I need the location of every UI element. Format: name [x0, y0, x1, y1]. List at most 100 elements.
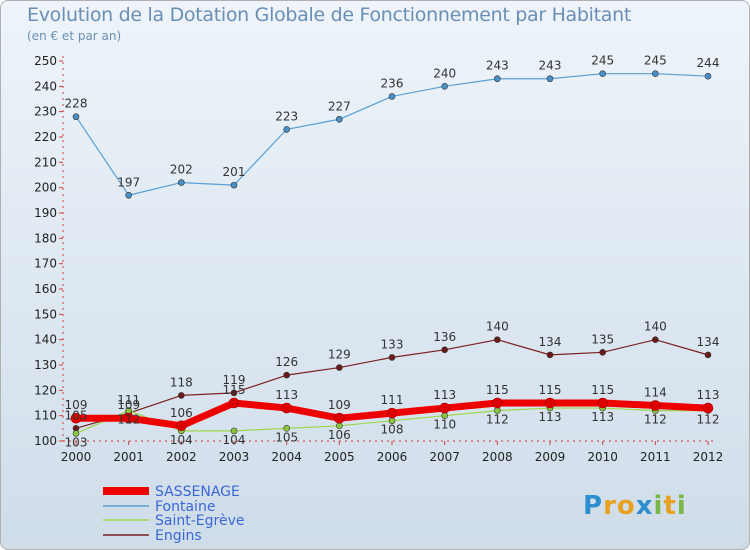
data-point	[386, 407, 398, 419]
data-label: 115	[539, 383, 562, 397]
data-label: 111	[117, 393, 140, 407]
x-tick-label: 2012	[693, 450, 724, 464]
data-point	[441, 83, 448, 90]
data-label: 129	[328, 348, 351, 362]
data-label: 105	[275, 430, 298, 444]
data-point	[123, 412, 134, 424]
data-point	[544, 397, 556, 409]
data-label: 243	[539, 59, 562, 73]
data-point	[230, 389, 238, 397]
x-tick-label: 2000	[61, 450, 92, 464]
logo-letter: i	[676, 491, 687, 521]
data-label: 202	[170, 163, 193, 177]
data-label: 105	[65, 408, 88, 422]
data-point	[70, 412, 82, 424]
data-point	[336, 115, 343, 123]
logo-letter: i	[653, 491, 664, 521]
data-label: 243	[486, 59, 509, 73]
x-tick-label: 2001	[113, 450, 144, 464]
data-label: 104	[170, 433, 193, 447]
data-point	[125, 191, 132, 199]
data-label: 111	[381, 393, 404, 407]
x-tick-label: 2009	[535, 450, 566, 464]
data-label: 109	[117, 398, 140, 412]
data-point	[283, 425, 290, 432]
x-tick-label: 2002	[166, 450, 197, 464]
data-label: 110	[433, 418, 456, 432]
data-point	[228, 397, 240, 409]
data-label: 236	[381, 76, 404, 90]
legend-label: Fontaine	[155, 499, 215, 515]
data-label: 113	[697, 388, 720, 402]
y-tick-label: 110	[34, 409, 57, 423]
y-tick-label: 210	[34, 155, 57, 169]
x-tick-label: 2010	[587, 450, 618, 464]
data-point	[652, 336, 659, 343]
data-point	[494, 336, 501, 343]
data-point	[704, 72, 712, 80]
data-point	[441, 346, 448, 354]
data-point	[599, 349, 606, 356]
x-tick-label: 2005	[324, 450, 355, 464]
data-point	[650, 400, 661, 411]
y-tick-label: 180	[34, 231, 57, 245]
y-tick-label: 190	[34, 206, 57, 220]
data-point	[599, 70, 606, 77]
y-tick-label: 230	[34, 105, 57, 119]
data-label: 228	[65, 97, 88, 111]
y-tick-label: 160	[34, 282, 57, 296]
data-label: 112	[697, 413, 720, 427]
data-label: 244	[697, 56, 720, 70]
data-point	[72, 113, 80, 121]
data-label: 134	[539, 335, 562, 349]
data-label: 245	[644, 54, 667, 68]
data-point	[388, 93, 396, 100]
data-label: 103	[65, 435, 88, 449]
logo-letter: P	[583, 491, 604, 521]
data-point	[283, 371, 290, 379]
y-tick-label: 250	[34, 54, 57, 68]
x-tick-label: 2004	[271, 450, 302, 464]
data-label: 240	[433, 66, 456, 80]
data-label: 112	[117, 413, 140, 427]
data-point	[388, 354, 396, 361]
y-tick-label: 130	[34, 358, 57, 372]
data-label: 115	[223, 383, 246, 397]
data-point	[230, 181, 238, 189]
proxiti-logo: Proxiti	[583, 491, 687, 521]
data-label: 113	[275, 388, 298, 402]
legend-label: Engins	[155, 528, 202, 544]
data-label: 115	[486, 383, 509, 397]
data-label: 135	[591, 332, 614, 346]
data-point	[178, 179, 185, 186]
series-line-fontaine	[75, 73, 709, 196]
logo-letter: t	[663, 491, 677, 521]
data-point	[546, 351, 554, 359]
data-label: 106	[170, 406, 193, 420]
y-tick-label: 120	[34, 383, 57, 397]
data-label: 134	[697, 335, 720, 349]
x-tick-label: 2011	[640, 450, 671, 464]
data-point	[178, 392, 185, 399]
y-tick-label: 220	[34, 130, 57, 144]
data-label: 106	[328, 428, 351, 442]
data-label: 113	[591, 410, 614, 424]
data-label: 140	[644, 320, 667, 334]
chart-subtitle: (en € et par an)	[27, 29, 122, 43]
data-point	[336, 364, 343, 371]
data-label: 112	[486, 413, 509, 427]
data-point	[546, 75, 554, 83]
data-point	[283, 126, 290, 133]
data-label: 245	[591, 54, 614, 68]
logo-letter: o	[616, 491, 636, 521]
data-point	[176, 420, 187, 432]
data-label: 114	[644, 386, 667, 400]
data-point	[704, 351, 712, 359]
data-label: 112	[644, 413, 667, 427]
data-point	[597, 397, 608, 409]
y-tick-label: 240	[34, 79, 57, 93]
x-tick-label: 2007	[429, 450, 460, 464]
x-tick-label: 2006	[377, 450, 408, 464]
logo-letter: r	[603, 491, 617, 521]
